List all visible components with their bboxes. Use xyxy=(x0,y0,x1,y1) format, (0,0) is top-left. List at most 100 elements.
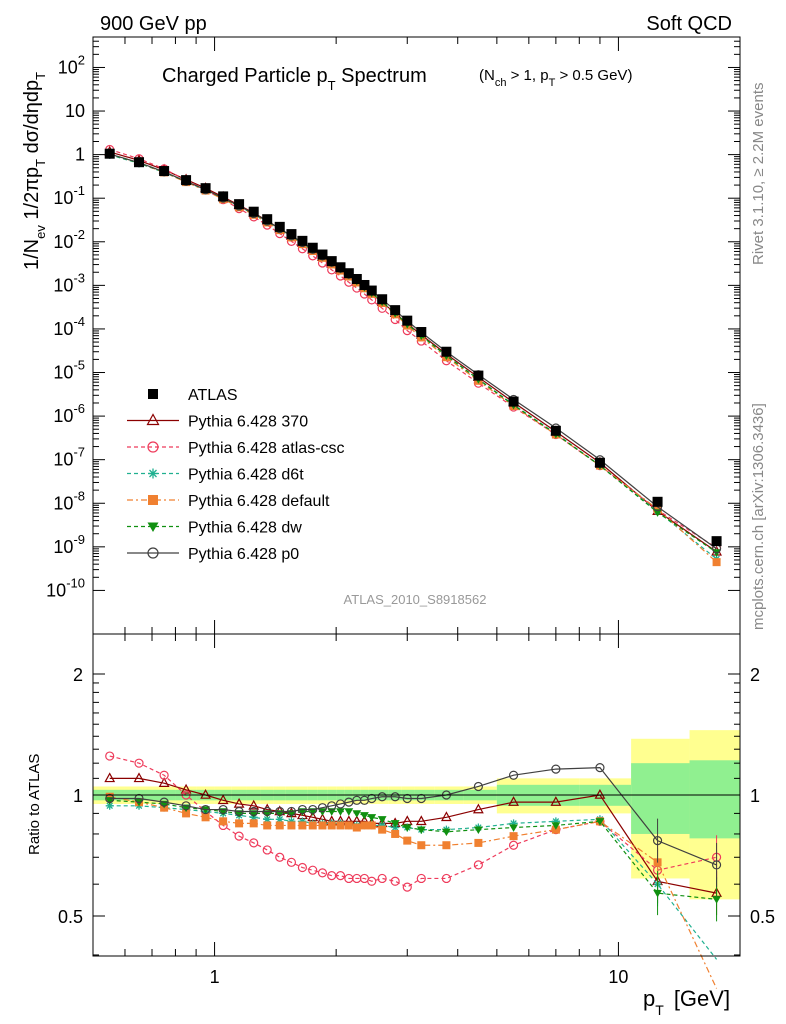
atlas-data-point xyxy=(297,235,308,246)
main-series-line xyxy=(109,153,717,550)
ratio-data-point xyxy=(158,777,170,787)
ratio-panel: 0.5 0.5 1 1 2 2 1 10 Ratio to ATLAS pT [GeV] xyxy=(26,633,775,1018)
main-series-line xyxy=(109,151,717,553)
y-tick-exponent: -1 xyxy=(73,183,85,198)
ratio-data-point xyxy=(327,801,337,811)
atlas-data-point xyxy=(248,206,259,217)
ratio-data-point xyxy=(416,873,426,884)
chart-title-sub: T xyxy=(328,78,336,93)
ratio-data-point xyxy=(287,821,296,830)
legend-entry: ATLAS xyxy=(148,387,238,404)
atlas-data-point xyxy=(402,315,413,326)
ratio-data-point xyxy=(181,801,191,811)
ratio-data-point xyxy=(509,832,518,841)
ratio-data-point xyxy=(308,808,318,816)
ratio-data-point xyxy=(297,804,308,815)
x-tick-label: 10 xyxy=(608,967,628,987)
legend-marker xyxy=(147,441,159,453)
ratio-data-point xyxy=(217,794,229,805)
ylabel-part-0: 1/N xyxy=(21,239,43,270)
main-data-point xyxy=(653,505,662,514)
ratio-data-point xyxy=(317,803,328,813)
y-tick-label: 10-9 xyxy=(53,532,85,557)
ratio-data-point xyxy=(377,873,387,884)
y-tick-label: 10-8 xyxy=(53,488,85,513)
ratio-data-point xyxy=(275,810,285,818)
legend-label: Pythia 6.428 p0 xyxy=(188,546,299,563)
ratio-series-line xyxy=(109,766,717,866)
ratio-y-tick-label-right: 1 xyxy=(750,786,760,806)
legend-entry: Pythia 6.428 default xyxy=(127,493,330,510)
legend-marker xyxy=(148,495,158,505)
ratio-series-line xyxy=(109,799,717,900)
ratio-data-point xyxy=(390,792,400,802)
ratio-data-point xyxy=(234,806,244,817)
atlas-data-point xyxy=(594,457,605,468)
ratio-data-point xyxy=(594,788,606,799)
atlas-data-point xyxy=(343,268,354,279)
y-tick-base: 10 xyxy=(53,188,73,208)
legend-entry: Pythia 6.428 370 xyxy=(127,413,308,431)
ratio-series-line xyxy=(109,805,718,960)
ratio-y-tick-label-right: 0.5 xyxy=(750,907,775,927)
ratio-data-point xyxy=(249,810,259,818)
ratio-data-point xyxy=(159,797,169,807)
y-tick-label: 10-6 xyxy=(53,401,85,426)
inner-band-segment xyxy=(689,760,740,839)
ratio-data-point xyxy=(308,804,318,815)
y-tick-exponent: -2 xyxy=(73,227,85,242)
atlas-data-point xyxy=(134,157,145,168)
y-tick-label: 10-4 xyxy=(53,314,85,339)
subtitle-part-0: (N xyxy=(479,67,495,84)
atlas-data-point xyxy=(711,536,722,547)
ratio-axis-ticks: 0.5 0.5 1 1 2 2 1 10 xyxy=(58,634,775,987)
legend-marker xyxy=(146,413,160,426)
ratio-data-point xyxy=(344,821,353,830)
atlas-data-point xyxy=(218,191,229,202)
ratio-data-point xyxy=(473,860,483,870)
ylabel-part-3: T xyxy=(33,159,48,167)
x-tick-label: 1 xyxy=(210,967,220,987)
legend-label: Pythia 6.428 default xyxy=(188,493,330,510)
ratio-data-point xyxy=(327,821,336,830)
ratio-data-point xyxy=(200,788,211,799)
ratio-data-point xyxy=(403,836,412,845)
ratio-data-point xyxy=(308,865,318,875)
ratio-data-point xyxy=(262,810,272,818)
subtitle-part-4: > 0.5 GeV) xyxy=(555,67,632,84)
ratio-data-point xyxy=(248,799,260,810)
main-data-point xyxy=(712,558,721,567)
ratio-data-point xyxy=(415,815,427,826)
ratio-data-point xyxy=(201,806,210,814)
ratio-data-point xyxy=(235,819,244,828)
ratio-data-point xyxy=(298,821,307,830)
ratio-data-point xyxy=(275,815,284,824)
ratio-data-point xyxy=(327,808,337,816)
ratio-data-point xyxy=(509,819,518,828)
ratio-y-tick-label: 0.5 xyxy=(58,907,83,927)
y-tick-label: 10-3 xyxy=(53,270,85,295)
main-series-group xyxy=(104,144,722,567)
legend-entry: Pythia 6.428 d6t xyxy=(127,467,304,484)
subtitle-part-1: ch xyxy=(495,77,507,89)
ratio-data-point xyxy=(308,821,317,830)
ratio-data-point xyxy=(440,811,452,822)
ratio-data-point xyxy=(712,896,721,904)
xlabel-sub: T xyxy=(655,1002,664,1018)
xlabel-tail: [GeV] xyxy=(674,986,730,1011)
atlas-data-point xyxy=(159,166,170,177)
atlas-data-point xyxy=(359,279,370,290)
ratio-data-point xyxy=(402,882,412,892)
ratio-data-point xyxy=(417,841,426,850)
ratio-data-point xyxy=(550,796,562,806)
ratio-data-point xyxy=(262,806,272,817)
ratio-data-point xyxy=(508,770,519,780)
ratio-data-point xyxy=(249,806,259,817)
ratio-data-point xyxy=(473,826,483,835)
atlas-data-point xyxy=(473,370,484,381)
legend-marker xyxy=(147,547,159,559)
mcplots-label: mcplots.cern.ch [arXiv:1306.3436] xyxy=(750,403,767,630)
atlas-data-point xyxy=(390,305,401,316)
ratio-data-point xyxy=(441,873,451,884)
ratio-data-point xyxy=(275,806,285,817)
